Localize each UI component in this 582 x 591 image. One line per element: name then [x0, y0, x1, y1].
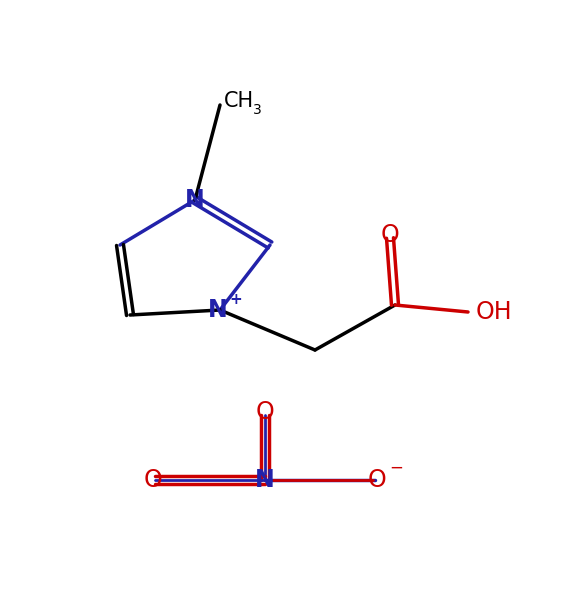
Text: CH: CH — [224, 91, 254, 111]
Text: +: + — [230, 293, 242, 307]
Text: O: O — [144, 468, 162, 492]
Text: N: N — [208, 298, 228, 322]
Text: O: O — [368, 468, 386, 492]
Text: O: O — [255, 400, 274, 424]
Text: −: − — [389, 459, 403, 477]
Text: 3: 3 — [253, 103, 262, 117]
Text: N: N — [255, 468, 275, 492]
Text: OH: OH — [476, 300, 513, 324]
Text: N: N — [185, 188, 205, 212]
Text: O: O — [381, 223, 399, 247]
